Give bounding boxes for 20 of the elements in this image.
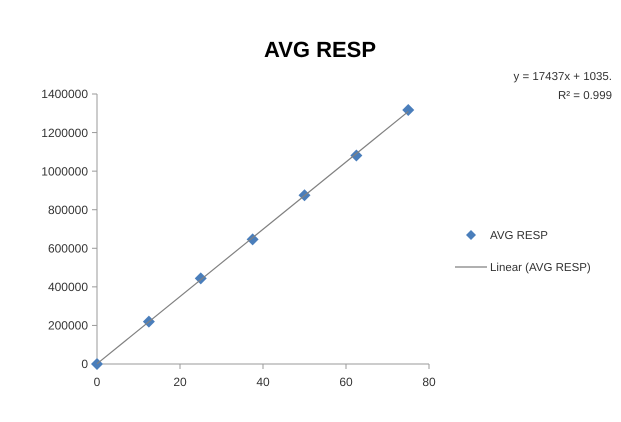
y-tick-label: 800000	[48, 202, 88, 217]
y-tick-label: 0	[81, 357, 88, 372]
y-tick-label: 1200000	[41, 126, 88, 140]
legend-label: Linear (AVG RESP)	[490, 262, 591, 274]
text: R² = 0.999	[558, 90, 612, 102]
point	[91, 358, 103, 370]
point	[402, 104, 414, 116]
legend-label: AVG RESP	[490, 230, 548, 242]
text: y = 17437x + 1035.	[514, 71, 612, 83]
y-tick-label: 1000000	[41, 164, 88, 178]
x-tick-label: 20	[173, 375, 187, 389]
x-tick-label: 0	[94, 375, 101, 389]
y-tick-label: 1400000	[41, 87, 88, 102]
y-tick-label: 400000	[48, 280, 88, 294]
x-tick-label: 80	[422, 375, 436, 389]
y-tick-label: 200000	[48, 318, 88, 333]
y-tick-label: 600000	[48, 241, 88, 256]
chart-title: AVG RESP	[264, 37, 376, 62]
x-tick-label: 60	[339, 375, 353, 389]
x-tick-label: 40	[256, 375, 270, 389]
